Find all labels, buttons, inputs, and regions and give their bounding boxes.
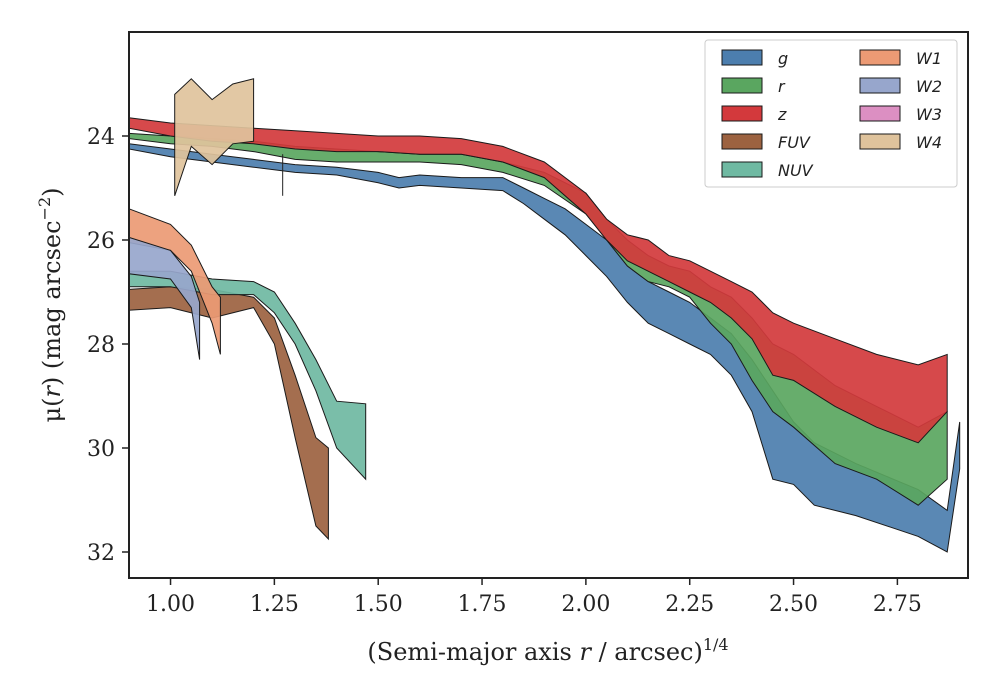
- x-tick-label: 1.50: [354, 592, 403, 617]
- x-tick-label: 1.75: [458, 592, 507, 617]
- legend-label-fuv: FUV: [778, 133, 811, 152]
- y-tick-label: 24: [87, 125, 115, 150]
- legend-label-nuv: NUV: [778, 161, 814, 180]
- legend-swatch-z: [721, 105, 763, 122]
- x-tick-label: 2.00: [561, 592, 610, 617]
- legend-swatch-g: [721, 49, 763, 66]
- band-r: [128, 132, 948, 506]
- x-tick-label: 1.00: [146, 592, 195, 617]
- legend-swatch-nuv: [721, 161, 763, 178]
- y-axis-title: μ(r) (mag arcsec−2): [35, 187, 66, 422]
- legend-label-z: z: [777, 105, 787, 124]
- band-g: [128, 143, 961, 553]
- x-tick-label: 2.50: [769, 592, 818, 617]
- legend-swatch-w2: [859, 77, 901, 94]
- x-tick-label: 2.25: [665, 592, 714, 617]
- band-fuv: [128, 286, 329, 541]
- legend-swatch-w3: [859, 105, 901, 122]
- legend-label-r: r: [778, 77, 786, 96]
- x-tick-label: 1.25: [250, 592, 299, 617]
- x-axis: 1.00 1.25 1.50 1.75 2.00 2.25 2.50 2.75: [146, 578, 922, 617]
- plot-frame: [128, 31, 969, 579]
- legend-label-g: g: [778, 49, 788, 68]
- legend-label-w3: W3: [916, 105, 942, 124]
- y-tick-label: 28: [87, 333, 115, 358]
- x-tick-label: 2.75: [873, 592, 922, 617]
- legend-swatch-fuv: [721, 133, 763, 150]
- legend-label-w2: W2: [916, 77, 942, 96]
- legend-swatch-w4: [859, 133, 901, 150]
- legend-label-w1: W1: [916, 49, 942, 68]
- legend-swatch-w1: [859, 49, 901, 66]
- y-tick-label: 30: [87, 437, 115, 462]
- bands-layer: [128, 78, 961, 553]
- legend-frame: [704, 39, 958, 188]
- y-tick-label: 32: [87, 541, 115, 566]
- y-axis: 24 26 28 30 32: [87, 125, 129, 566]
- band-w2: [128, 236, 201, 360]
- y-tick-label: 26: [87, 229, 115, 254]
- band-w4: [174, 78, 255, 196]
- band-z: [128, 117, 948, 444]
- legend-label-w4: W4: [916, 133, 942, 152]
- legend-swatch-r: [721, 77, 763, 94]
- legend: grz FUV NUV W1 W2 W3 W4: [704, 39, 958, 188]
- x-axis-title: (Semi-major axis r / arcsec)1/4: [367, 635, 728, 666]
